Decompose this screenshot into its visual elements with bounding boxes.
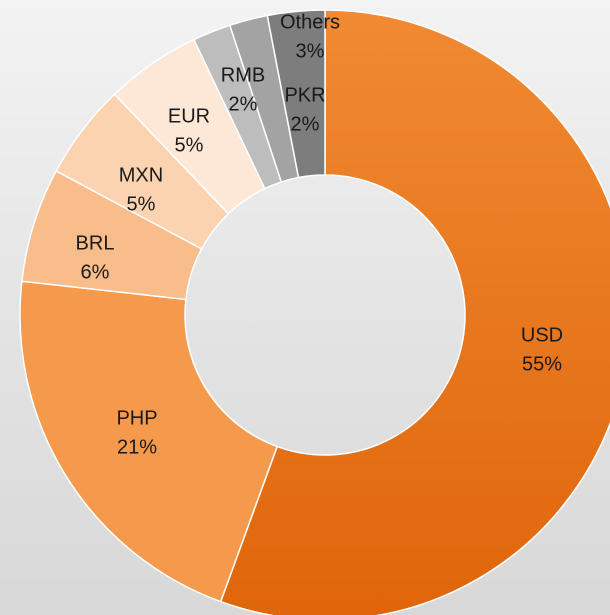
value-label: 55% (522, 353, 562, 375)
value-label: 2% (229, 93, 258, 115)
value-label: 21% (117, 436, 157, 458)
slice-label: MXN (119, 164, 163, 186)
slice-label: BRL (76, 232, 115, 254)
slice-label: USD (521, 324, 563, 346)
slice (19, 280, 279, 603)
value-label: 2% (291, 113, 320, 135)
slice (219, 9, 610, 615)
value-label: 5% (175, 134, 204, 156)
value-label: 3% (296, 40, 325, 62)
slice-label: PHP (116, 407, 157, 429)
slice-label: RMB (221, 64, 265, 86)
slice-label: EUR (168, 105, 210, 127)
value-label: 6% (81, 261, 110, 283)
slice-label: PKR (284, 84, 325, 106)
value-label: 5% (127, 193, 156, 215)
slice (266, 9, 326, 179)
slice-label: Others (280, 11, 340, 33)
